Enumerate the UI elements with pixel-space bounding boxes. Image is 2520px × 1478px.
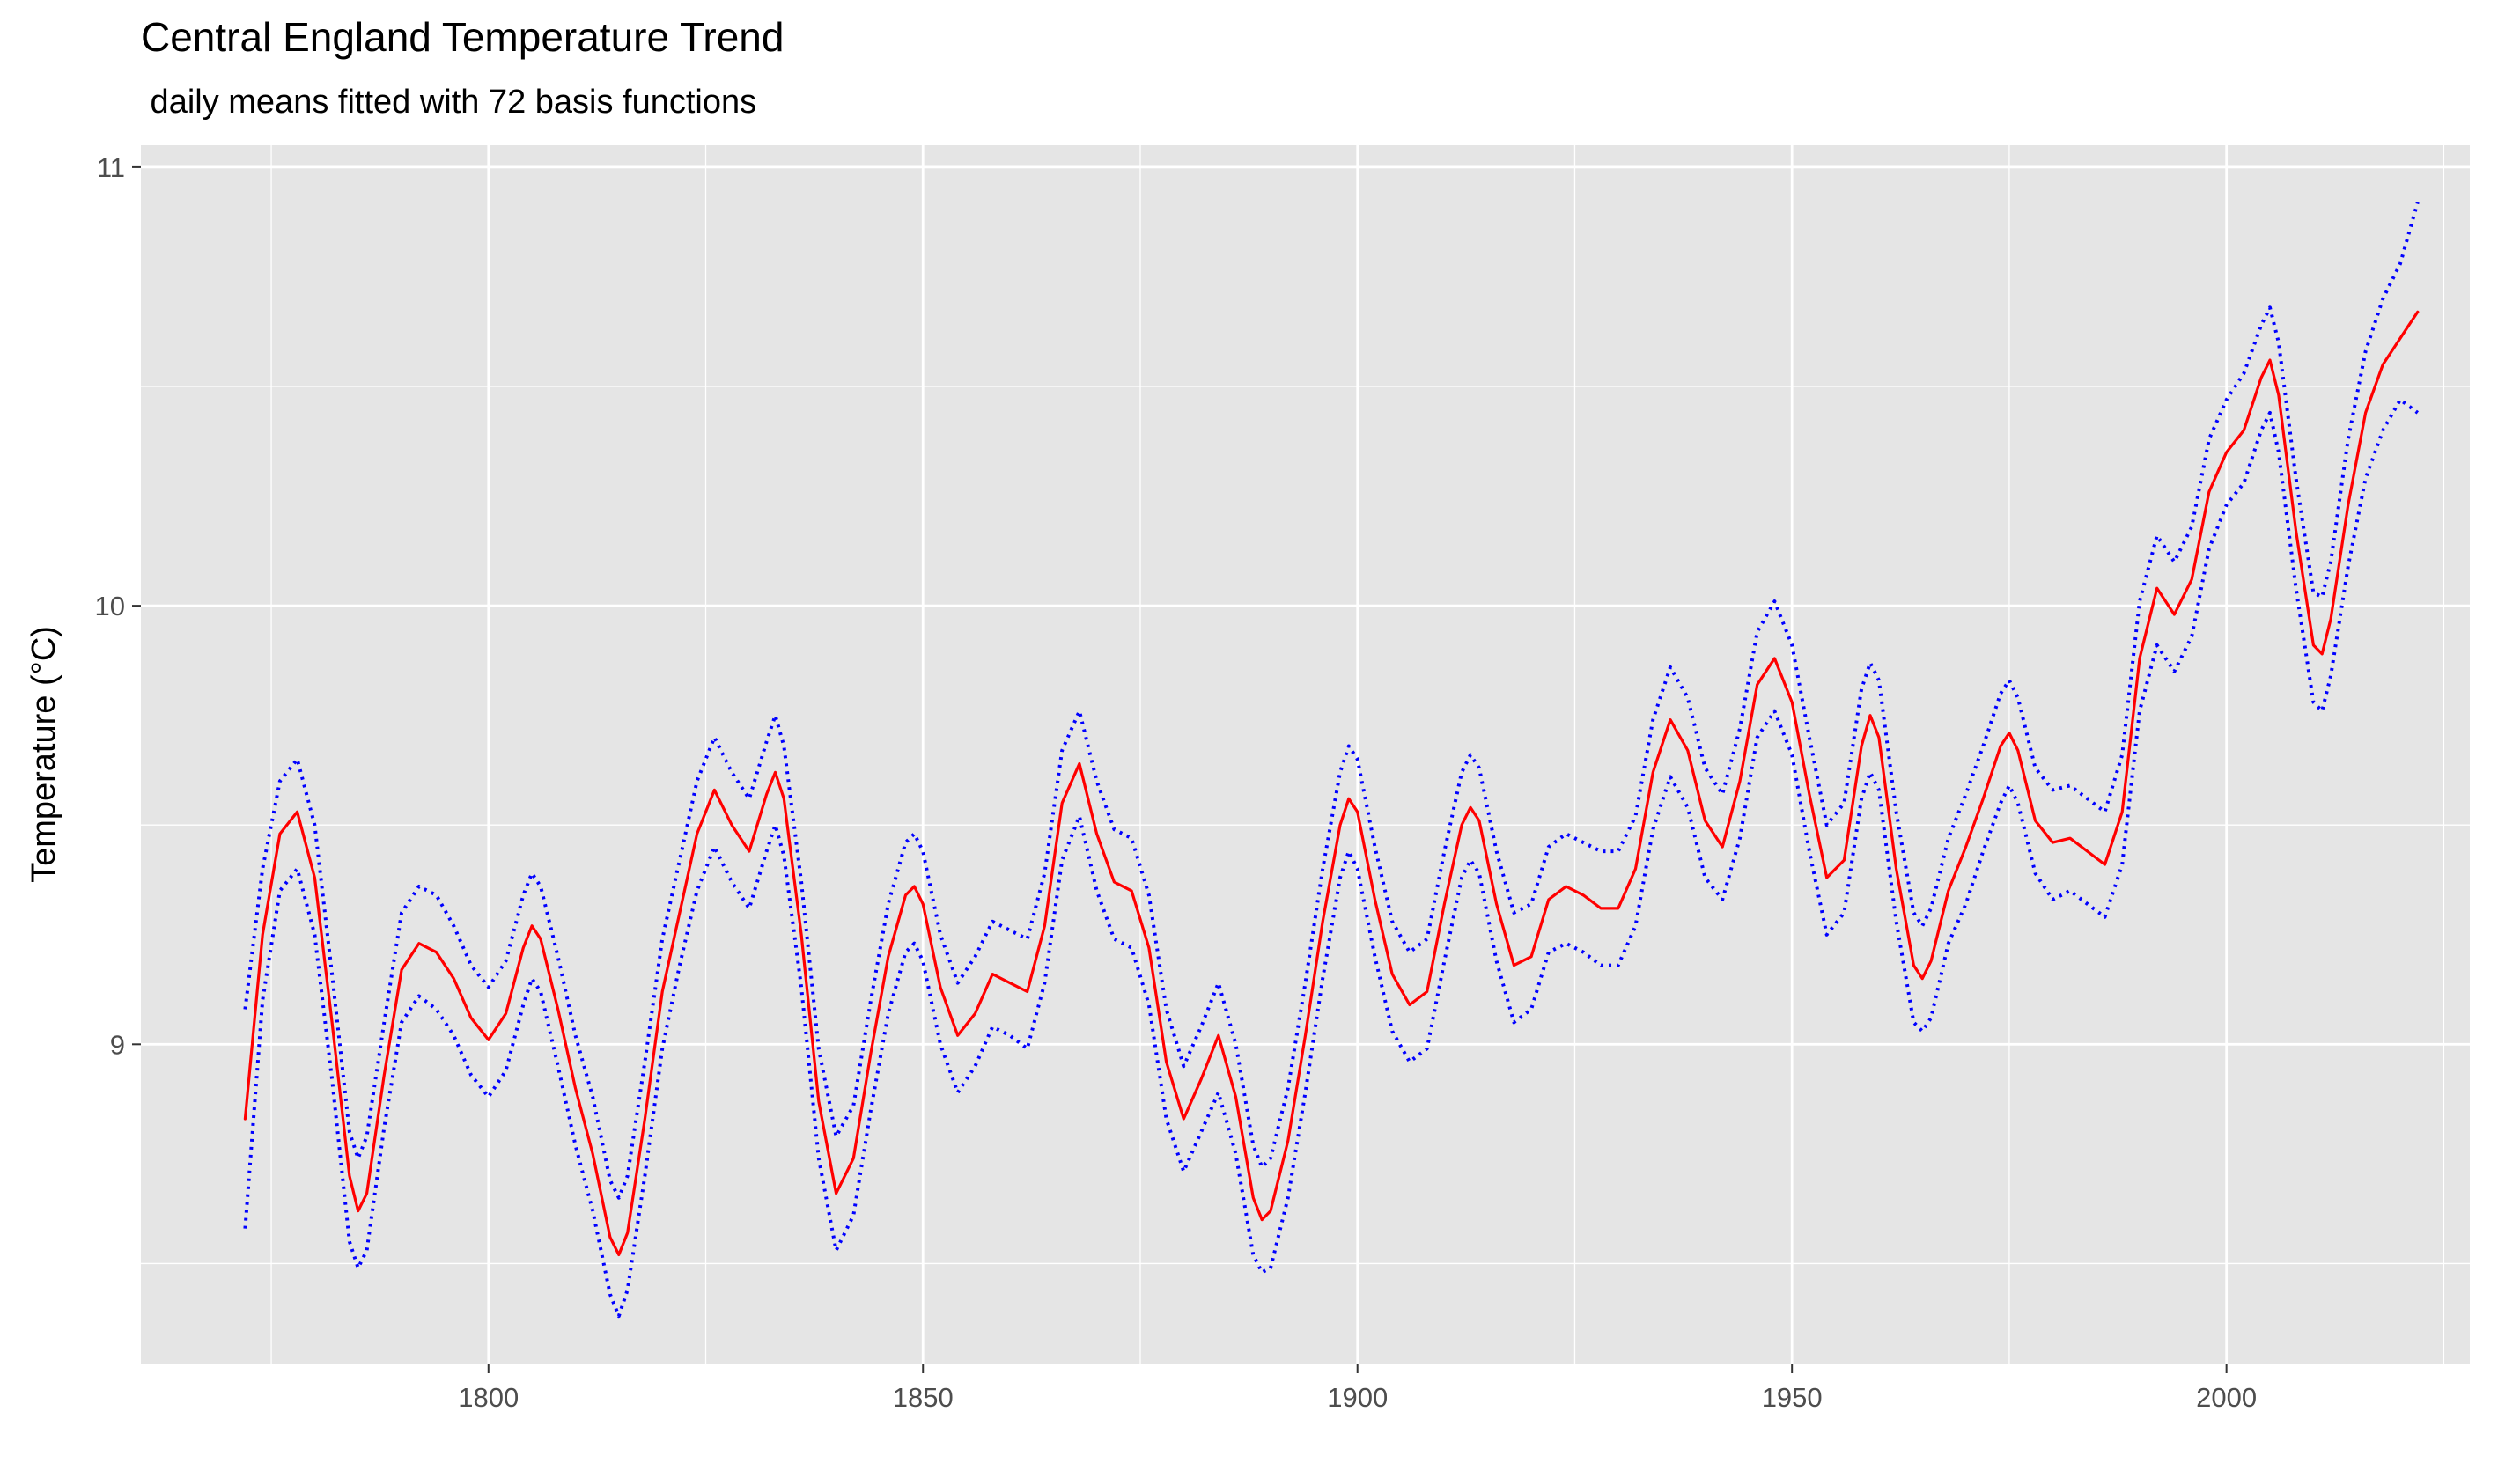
y-tick-label-11: 11 (97, 152, 125, 183)
x-tick-label-2000: 2000 (2196, 1382, 2257, 1413)
series-upper-line (243, 202, 2420, 1200)
x-axis: 1800 1850 1900 1950 2000 (458, 1364, 2257, 1413)
y-axis-label: Temperature (°C) (26, 626, 63, 883)
x-tick-label-1850: 1850 (893, 1382, 954, 1413)
x-tick-label-1900: 1900 (1327, 1382, 1388, 1413)
grid-minor (141, 145, 2470, 1364)
y-axis: 9 10 11 (95, 152, 141, 1060)
x-tick-label-1950: 1950 (1762, 1382, 1823, 1413)
chart-title: Central England Temperature Trend (141, 14, 784, 60)
series-layer (243, 202, 2420, 1319)
x-tick-label-1800: 1800 (458, 1382, 519, 1413)
series-lower-line (243, 398, 2420, 1319)
y-tick-label-9: 9 (110, 1029, 125, 1060)
plot-panel (141, 145, 2470, 1364)
series-fit-line (243, 310, 2420, 1256)
chart-subtitle: daily means fitted with 72 basis functio… (141, 84, 756, 121)
y-tick-label-10: 10 (95, 591, 125, 621)
